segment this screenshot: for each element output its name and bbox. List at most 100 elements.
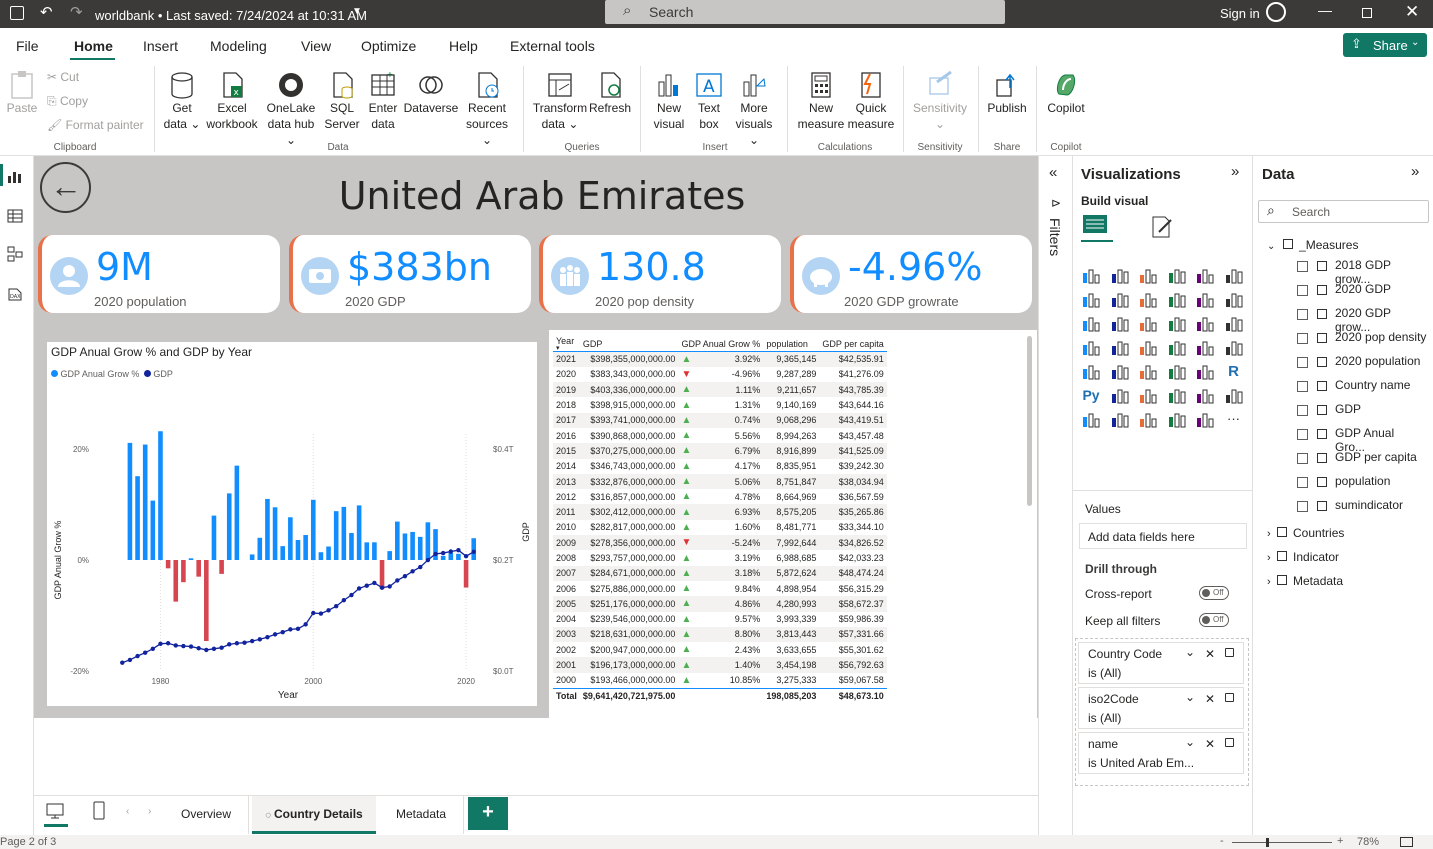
field-item[interactable]: population [1297,473,1427,493]
kpi-card-gdp-growrate[interactable]: -4.96% 2020 GDP growrate [790,235,1032,313]
zoom-slider[interactable] [1232,842,1332,843]
recent-sources-button[interactable]: Recent sources ⌄ [462,70,512,148]
collapse-viz-icon[interactable]: » [1231,163,1240,180]
tab-country-details[interactable]: ◌ Country Details [252,796,376,834]
power-apps-icon[interactable] [1138,411,1158,429]
next-page-icon[interactable]: › [148,806,152,817]
publish-button[interactable]: Publish [984,70,1030,116]
onelake-button[interactable]: OneLake data hub ⌄ [262,70,320,148]
field-checkbox[interactable] [1297,405,1308,416]
table-row[interactable]: 2004 $239,546,000,000.00 ▲ 9.57% 3,993,339 $5… [553,612,887,627]
table-row[interactable]: 2010 $282,817,000,000.00 ▲ 1.60% 8,481,771 $3… [553,520,887,535]
field-checkbox[interactable] [1297,501,1308,512]
table-row[interactable]: 2003 $218,631,000,000.00 ▲ 8.80% 3,813,443 $5… [553,626,887,643]
card-icon[interactable] [1224,339,1244,357]
format-visual-icon[interactable] [1149,214,1175,240]
menu-home[interactable]: Home [74,38,113,54]
column-header[interactable]: GDP Anual Grow % [678,336,764,352]
menu-insert[interactable]: Insert [143,38,179,54]
copilot-button[interactable]: Copilot [1042,70,1090,116]
table-row[interactable]: 2013 $332,876,000,000.00 ▲ 5.06% 8,751,847 $3… [553,473,887,490]
table-row[interactable]: 2015 $370,275,000,000.00 ▲ 6.79% 8,916,899 $4… [553,443,887,459]
enter-data-button[interactable]: + Enter data [364,70,402,132]
line-chart-icon[interactable] [1081,291,1101,309]
menu-file[interactable]: File [16,38,39,54]
slicer-icon[interactable] [1138,363,1158,381]
get-data-button[interactable]: Get data ⌄ [160,70,204,132]
decomposition-icon[interactable] [1138,387,1158,405]
add-page-button[interactable]: + [468,797,508,830]
build-visual-tab[interactable] [1081,212,1113,242]
combo-chart[interactable]: GDP Anual Grow % and GDP by Year GDP Anu… [47,342,537,706]
stacked-bar-icon[interactable] [1081,267,1101,285]
key-influencers-icon[interactable] [1110,387,1130,405]
kpi-card-gdp[interactable]: $383bn 2020 GDP [289,235,531,313]
field-item[interactable]: GDP per capita [1297,449,1427,469]
copilot-visual-icon[interactable] [1195,411,1215,429]
more-options-icon[interactable]: ··· [1227,411,1240,426]
field-item[interactable]: 2020 pop density [1297,329,1427,349]
menu-help[interactable]: Help [449,38,478,54]
table-row[interactable]: 2016 $390,868,000,000.00 ▲ 5.56% 8,994,263 $4… [553,428,887,443]
field-checkbox[interactable] [1297,357,1308,368]
share-button[interactable]: ⇪ Share ⌄ [1343,33,1427,57]
filters-pane-collapsed[interactable]: « ⊳ Filters [1038,156,1072,836]
desktop-layout-icon[interactable] [45,802,65,820]
table-row[interactable]: 2009 $278,356,000,000.00 ▼ -5.24% 7,992,644 $… [553,535,887,551]
menu-modeling[interactable]: Modeling [210,38,267,54]
table-row[interactable]: 2001 $196,173,000,000.00 ▲ 1.40% 3,454,198 $5… [553,657,887,673]
clustered-bar-icon[interactable] [1138,267,1158,285]
paste-button[interactable]: Paste [5,70,39,116]
paginated-icon[interactable] [1224,387,1244,405]
search-box[interactable]: ⌕ Search [605,0,1005,24]
fit-page-icon[interactable] [1400,837,1413,847]
table-row[interactable]: 2006 $275,886,000,000.00 ▲ 9.84% 4,898,954 $5… [553,581,887,596]
filled-map-icon[interactable] [1110,339,1130,357]
table-row[interactable]: 2014 $346,743,000,000.00 ▲ 4.17% 8,835,951 $3… [553,459,887,474]
100-bar-icon[interactable] [1195,267,1215,285]
mobile-layout-icon[interactable] [92,801,106,821]
title-dropdown-icon[interactable]: ▼ [352,6,362,17]
menu-external-tools[interactable]: External tools [510,38,595,54]
dax-view-icon[interactable]: DAX [7,286,23,302]
table-row[interactable]: 2021 $398,355,000,000.00 ▲ 3.92% 9,365,145 $4… [553,351,887,367]
new-visual-button[interactable]: New visual [648,70,690,132]
sign-in-link[interactable]: Sign in [1220,6,1260,21]
column-header[interactable]: GDP per capita [819,336,887,352]
model-view-icon[interactable] [7,246,23,262]
field-item[interactable]: sumindicator [1297,497,1427,517]
table-row[interactable]: 2005 $251,176,000,000.00 ▲ 4.86% 4,280,993 $5… [553,596,887,612]
table-row[interactable]: 2012 $316,857,000,000.00 ▲ 4.78% 8,664,969 $3… [553,489,887,504]
table-row[interactable]: 2018 $398,915,000,000.00 ▲ 1.31% 9,140,169 $4… [553,397,887,412]
field-checkbox[interactable] [1297,261,1308,272]
kpi-card-pop-density[interactable]: 130.8 2020 pop density [539,235,781,313]
trophy-icon[interactable] [1081,411,1101,429]
gauge-icon[interactable] [1195,339,1215,357]
collapse-data-icon[interactable]: » [1411,163,1420,180]
sensitivity-button[interactable]: Sensitivity ⌄ [908,70,972,132]
quick-measure-button[interactable]: Quick measure [845,70,897,132]
data-search-input[interactable]: ⌕ Search [1258,200,1429,223]
field-checkbox[interactable] [1297,309,1308,320]
minimize-icon[interactable]: — [1318,2,1332,18]
tab-overview[interactable]: Overview [164,796,249,834]
100-column-icon[interactable] [1224,267,1244,285]
copy-button[interactable]: ⎘ Copy [47,94,88,109]
column-header[interactable]: Year ▾ [553,336,580,352]
field-checkbox[interactable] [1297,453,1308,464]
table-row[interactable]: 2017 $393,741,000,000.00 ▲ 0.74% 9,068,296 $4… [553,412,887,428]
treemap-icon[interactable] [1224,315,1244,333]
field-item[interactable]: 2020 population [1297,353,1427,373]
field-item[interactable]: Country name [1297,377,1427,397]
line-stacked-icon[interactable] [1224,291,1244,309]
narrative-icon[interactable] [1195,387,1215,405]
tab-metadata[interactable]: Metadata [379,796,464,834]
stacked-area-icon[interactable] [1138,291,1158,309]
cross-report-toggle[interactable]: Off [1199,586,1229,600]
column-header[interactable]: population [763,336,820,352]
clear-filter-icon[interactable]: ✕ [1205,692,1216,706]
field-item[interactable]: 2020 GDP [1297,281,1427,301]
chevron-down-icon[interactable]: ⌄ [1185,690,1196,704]
save-icon[interactable] [10,6,24,20]
table-node[interactable]: › Countries [1267,526,1344,540]
